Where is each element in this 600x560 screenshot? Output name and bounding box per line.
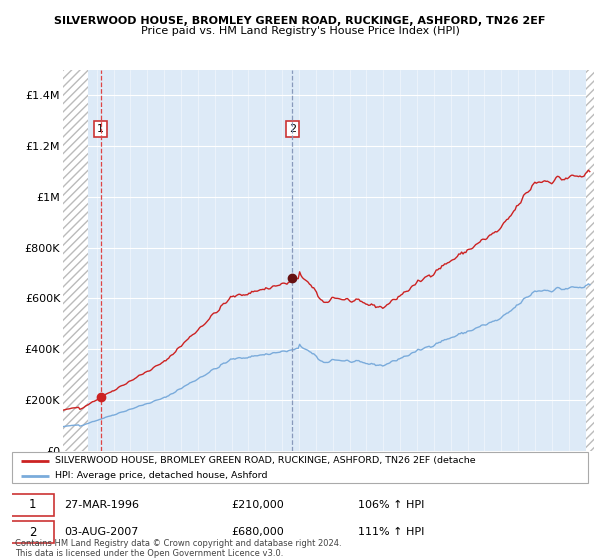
FancyBboxPatch shape (11, 494, 54, 516)
Text: Price paid vs. HM Land Registry's House Price Index (HPI): Price paid vs. HM Land Registry's House … (140, 26, 460, 36)
Text: HPI: Average price, detached house, Ashford: HPI: Average price, detached house, Ashf… (55, 472, 268, 480)
Text: 1: 1 (29, 498, 36, 511)
Text: £210,000: £210,000 (231, 500, 284, 510)
Bar (63, 70, 88, 451)
Bar (586, 70, 594, 451)
Bar (63, 70, 88, 451)
Bar (586, 70, 594, 451)
Text: 2: 2 (29, 526, 36, 539)
Text: 106% ↑ HPI: 106% ↑ HPI (358, 500, 424, 510)
Text: 27-MAR-1996: 27-MAR-1996 (64, 500, 139, 510)
Text: 03-AUG-2007: 03-AUG-2007 (64, 527, 138, 537)
Text: 1: 1 (97, 124, 104, 134)
Text: 111% ↑ HPI: 111% ↑ HPI (358, 527, 424, 537)
FancyBboxPatch shape (11, 521, 54, 543)
Text: SILVERWOOD HOUSE, BROMLEY GREEN ROAD, RUCKINGE, ASHFORD, TN26 2EF: SILVERWOOD HOUSE, BROMLEY GREEN ROAD, RU… (55, 16, 545, 26)
Text: Contains HM Land Registry data © Crown copyright and database right 2024.
This d: Contains HM Land Registry data © Crown c… (15, 539, 341, 558)
Text: 2: 2 (289, 124, 296, 134)
Text: SILVERWOOD HOUSE, BROMLEY GREEN ROAD, RUCKINGE, ASHFORD, TN26 2EF (detache: SILVERWOOD HOUSE, BROMLEY GREEN ROAD, RU… (55, 456, 476, 465)
Text: £680,000: £680,000 (231, 527, 284, 537)
